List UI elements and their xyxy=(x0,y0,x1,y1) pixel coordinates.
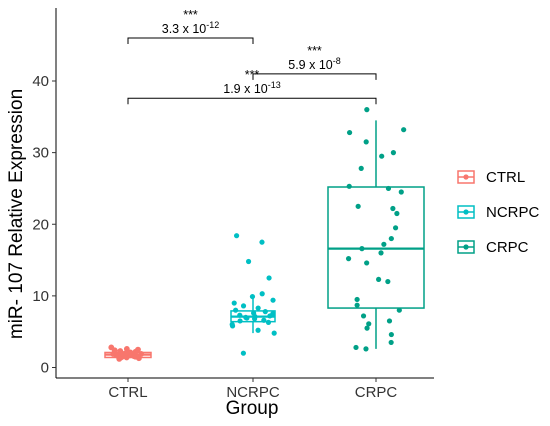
data-point-crpc xyxy=(364,107,370,113)
data-point-ncrpc xyxy=(233,307,239,313)
significance-bracket-ctrl-ncrpc xyxy=(127,37,254,45)
data-point-ncrpc xyxy=(262,309,268,315)
legend-crpc-key-point xyxy=(463,244,469,250)
data-point-crpc xyxy=(396,307,402,313)
significance-bracket-ctrl-crpc-p-value: 1.9 x 10-13 xyxy=(223,80,281,96)
data-point-ncrpc xyxy=(237,318,243,324)
data-point-ctrl xyxy=(108,344,115,351)
data-point-ctrl xyxy=(138,350,145,357)
legend-crpc-label: CRPC xyxy=(486,239,529,256)
data-point-crpc xyxy=(363,346,369,352)
significance-bracket-ncrpc-crpc xyxy=(252,73,377,80)
data-point-crpc xyxy=(363,139,369,145)
significance-bracket-ctrl-ncrpc-p-value: 3.3 x 10-12 xyxy=(162,20,220,36)
legend-ctrl-label: CTRL xyxy=(486,169,525,186)
data-point-crpc xyxy=(385,278,391,285)
significance-bracket-ncrpc-crpc-p-value: 5.9 x 10-8 xyxy=(288,56,341,72)
significance-bracket-ctrl-crpc-stars: *** xyxy=(245,68,260,82)
y-tick-label: 30 xyxy=(32,145,49,162)
data-point-crpc xyxy=(398,189,404,195)
data-point-ncrpc xyxy=(240,350,246,356)
data-point-crpc xyxy=(401,127,407,133)
legend: CTRL NCRPC CRPC xyxy=(457,169,540,256)
data-point-ncrpc xyxy=(245,258,252,265)
data-point-crpc xyxy=(355,203,361,209)
y-tick-label: 20 xyxy=(32,216,49,233)
legend-ncrpc-key-point xyxy=(463,209,469,215)
data-point-ncrpc xyxy=(271,330,277,336)
data-point-crpc xyxy=(392,225,399,231)
y-axis-title: miR- 107 Relative Expression xyxy=(6,89,27,339)
data-point-crpc xyxy=(364,325,370,331)
legend-ncrpc-label: NCRPC xyxy=(486,204,540,221)
significance-bracket-ctrl-crpc xyxy=(127,97,377,105)
data-point-ncrpc xyxy=(265,319,272,325)
data-point-crpc xyxy=(386,318,393,324)
data-point-crpc xyxy=(346,129,353,136)
p-value-exponent: -13 xyxy=(268,80,281,90)
p-value-base: 3.3 x 10 xyxy=(162,22,207,36)
significance-bracket-ctrl-ncrpc-stars: *** xyxy=(183,8,198,22)
data-point-ncrpc xyxy=(231,300,237,306)
data-point-crpc xyxy=(388,235,394,242)
data-point-crpc xyxy=(394,210,400,217)
p-value-exponent: -8 xyxy=(333,56,341,66)
data-point-ncrpc xyxy=(243,314,249,320)
data-point-crpc xyxy=(378,250,384,256)
p-value-base: 1.9 x 10 xyxy=(223,82,268,96)
data-point-ctrl xyxy=(135,346,141,353)
data-point-crpc xyxy=(388,339,394,346)
y-tick-label: 0 xyxy=(41,360,49,377)
data-point-ncrpc xyxy=(237,312,243,318)
data-point-ncrpc xyxy=(240,303,247,309)
data-point-crpc xyxy=(354,296,360,303)
significance-bracket-ncrpc-crpc-stars: *** xyxy=(307,44,322,58)
data-point-crpc xyxy=(390,205,396,212)
data-point-ncrpc xyxy=(255,327,261,333)
y-tick-label: 10 xyxy=(32,288,49,305)
data-point-crpc xyxy=(379,153,385,159)
y-tick-label: 40 xyxy=(32,73,49,90)
data-point-ncrpc xyxy=(233,233,240,239)
data-point-crpc xyxy=(366,321,372,327)
data-point-ncrpc xyxy=(251,310,257,316)
legend-ctrl-key-point xyxy=(463,174,469,180)
data-point-crpc xyxy=(385,185,392,192)
data-point-crpc xyxy=(345,256,352,262)
data-point-ncrpc xyxy=(259,291,265,297)
data-point-crpc xyxy=(364,260,370,266)
p-value-exponent: -12 xyxy=(206,20,219,30)
x-tick-label: NCRPC xyxy=(226,384,280,401)
data-point-ncrpc xyxy=(266,275,272,281)
data-point-ncrpc xyxy=(255,305,261,311)
data-point-crpc xyxy=(358,165,364,171)
data-point-crpc xyxy=(353,344,359,351)
data-point-crpc xyxy=(381,241,387,247)
data-point-ncrpc xyxy=(229,321,235,328)
data-point-crpc xyxy=(390,150,397,156)
data-point-ctrl xyxy=(117,348,124,354)
data-point-ctrl xyxy=(123,345,130,352)
data-point-crpc xyxy=(354,302,360,308)
data-point-crpc xyxy=(376,276,382,283)
data-point-ncrpc xyxy=(249,293,256,300)
x-tick-label: CRPC xyxy=(355,384,398,401)
data-point-ncrpc xyxy=(261,317,267,323)
data-point-crpc xyxy=(346,183,352,189)
x-tick-label: CTRL xyxy=(108,384,147,401)
data-point-ncrpc xyxy=(270,297,276,303)
data-point-crpc xyxy=(360,313,367,319)
data-point-ncrpc xyxy=(259,239,265,245)
data-point-crpc xyxy=(388,331,394,338)
x-axis-title: Group xyxy=(226,398,279,419)
p-value-base: 5.9 x 10 xyxy=(288,58,333,72)
data-point-ncrpc xyxy=(270,311,276,317)
data-point-crpc xyxy=(359,246,365,252)
